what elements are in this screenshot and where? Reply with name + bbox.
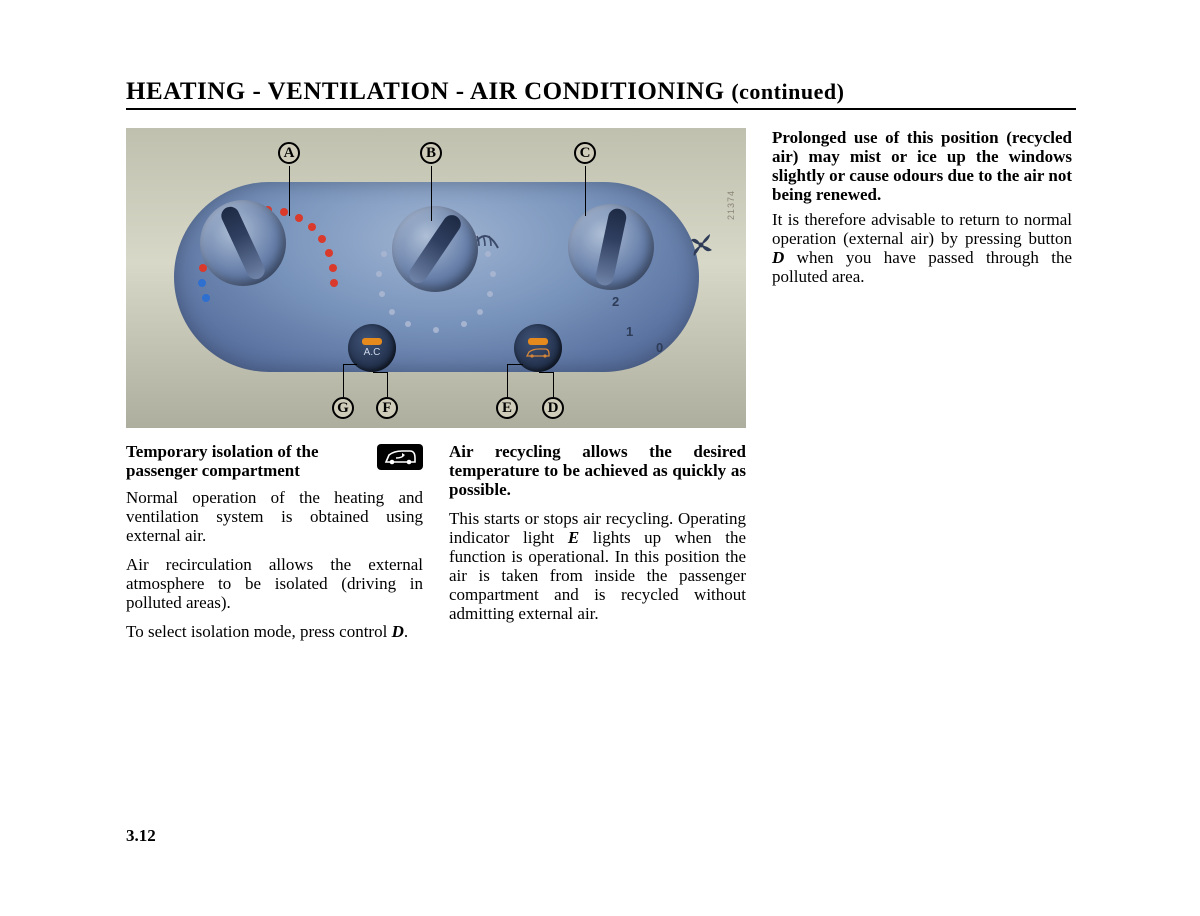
callout-b: B xyxy=(420,142,442,164)
temperature-knob xyxy=(200,200,286,286)
heading-suffix: (continued) xyxy=(731,79,844,104)
fan-level-0: 0 xyxy=(656,340,664,355)
fan-speed-knob xyxy=(568,204,654,290)
mid-p1: This starts or stops air recycling. Oper… xyxy=(449,509,746,623)
right-p1: It is therefore advisable to return to n… xyxy=(772,210,1072,286)
column-middle: Air recycling allows the desired tempera… xyxy=(449,442,746,651)
callout-g: G xyxy=(332,397,354,419)
page-title: HEATING - VENTILATION - AIR CONDITIONING… xyxy=(126,78,1076,110)
fan-icon xyxy=(690,234,712,256)
ac-button-label: A.C xyxy=(364,347,381,358)
control-panel-figure: 0 1 2 3 4 A.C xyxy=(126,128,746,428)
mid-bold: Air recycling allows the desired tempera… xyxy=(449,442,746,499)
fan-level-2: 2 xyxy=(612,294,620,309)
callout-e: E xyxy=(496,397,518,419)
callout-f: F xyxy=(376,397,398,419)
photo-reference: 21374 xyxy=(726,190,736,220)
car-recirc-icon xyxy=(525,347,551,359)
left-p1: Normal operation of the heating and vent… xyxy=(126,488,423,545)
ac-led-icon xyxy=(362,338,382,345)
right-bold: Prolonged use of this position (recycled… xyxy=(772,128,1072,204)
column-right: Prolonged use of this position (recycled… xyxy=(772,128,1072,651)
air-distribution-knob xyxy=(392,206,478,292)
callout-d: D xyxy=(542,397,564,419)
left-subheading: Temporary isolation of the passenger com… xyxy=(126,442,369,480)
callout-a: A xyxy=(278,142,300,164)
recirc-led-icon xyxy=(528,338,548,345)
left-p2: Air recirculation allows the external at… xyxy=(126,555,423,612)
callout-c: C xyxy=(574,142,596,164)
recirc-badge-icon xyxy=(377,444,423,470)
fan-level-1: 1 xyxy=(626,324,634,339)
left-p3: To select isolation mode, press control … xyxy=(126,622,423,641)
column-left: Temporary isolation of the passenger com… xyxy=(126,442,423,651)
page-number: 3.12 xyxy=(126,826,156,846)
heading-main: HEATING - VENTILATION - AIR CONDITIONING xyxy=(126,78,725,105)
